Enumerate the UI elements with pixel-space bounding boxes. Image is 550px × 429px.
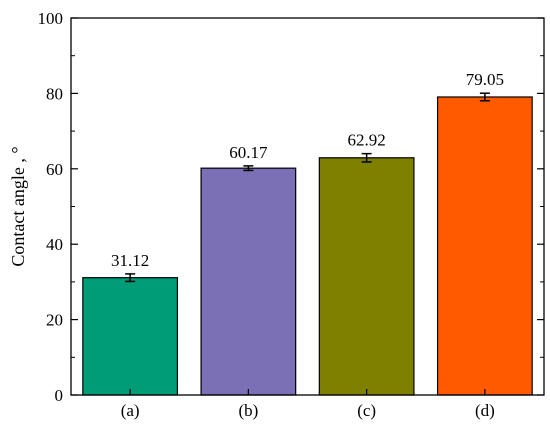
data-label: 31.12 [111, 251, 149, 270]
x-tick-label: (a) [121, 401, 140, 420]
chart-marks: 31.12 60.17 62.92 79.05 [82, 70, 533, 396]
y-axis-title: Contact angle , ° [8, 146, 28, 266]
data-label: 62.92 [348, 131, 386, 150]
x-tick-label: (c) [357, 401, 376, 420]
bar [436, 96, 533, 396]
x-tick-label: (d) [475, 401, 495, 420]
bar [82, 277, 179, 396]
data-label: 60.17 [229, 143, 268, 162]
y-tick-label: 60 [46, 160, 63, 179]
y-tick-label: 0 [55, 386, 64, 405]
y-tick-label: 40 [46, 235, 63, 254]
x-tick-label: (b) [238, 401, 258, 420]
bar [318, 157, 415, 396]
data-label: 79.05 [466, 70, 504, 89]
chart-axes: 0 20 40 60 80 100 (a) (b) (c) (d) [38, 9, 544, 420]
y-tick-label: 20 [46, 311, 63, 330]
y-tick-label: 100 [38, 9, 64, 28]
bar [200, 167, 297, 396]
y-tick-label: 80 [46, 84, 63, 103]
